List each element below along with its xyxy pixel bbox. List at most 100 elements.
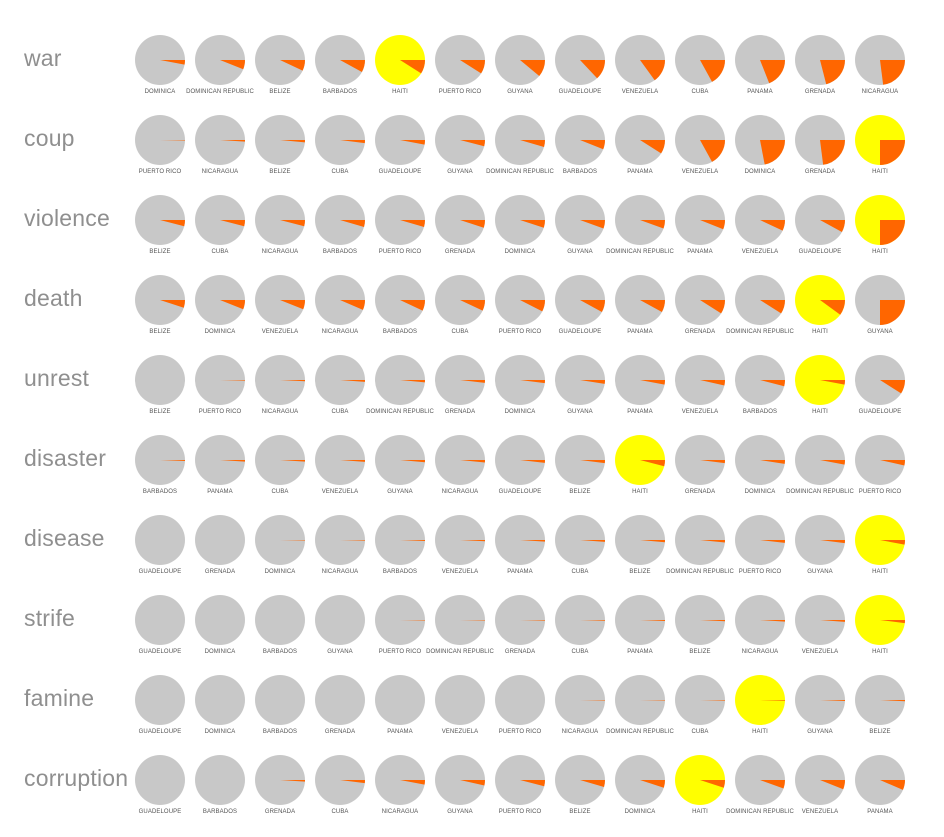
pie-cell: BELIZE: [550, 755, 610, 835]
pie-cell: VENEZUELA: [430, 515, 490, 595]
pie-cell: PANAMA: [610, 115, 670, 195]
pie-share-slice: [580, 60, 605, 79]
pie-cell: DOMINICA: [190, 675, 250, 755]
pie-cell: DOMINICAN REPUBLIC: [606, 675, 674, 755]
pie-cell: DOMINICAN REPUBLIC: [786, 435, 854, 515]
country-label: NICARAGUA: [861, 89, 899, 95]
pie-cell: GUYANA: [370, 435, 430, 515]
pie-chart: [255, 195, 305, 245]
country-label: BARBADOS: [382, 569, 418, 575]
country-label: HAITI: [872, 249, 888, 255]
row-strife: strife GUADELOUPE DOMINICA BARBADOS GUYANA PU…: [0, 595, 944, 675]
country-label: DOMINICAN REPUBLIC: [726, 329, 794, 335]
pie-chart: [135, 675, 185, 725]
pie-chart: [615, 275, 665, 325]
country-label: VENEZUELA: [801, 649, 839, 655]
country-label: DOMINICA: [624, 809, 656, 815]
pie-chart: [675, 195, 725, 245]
pie-share-slice: [340, 460, 365, 462]
country-label: GUYANA: [807, 729, 833, 735]
country-label: PANAMA: [627, 649, 653, 655]
country-label: PANAMA: [507, 569, 533, 575]
pie-share-slice: [220, 220, 245, 227]
pie-chart: [555, 195, 605, 245]
pie-cell: DOMINICA: [730, 115, 790, 195]
country-label: GUYANA: [807, 569, 833, 575]
pie-base-slice: [135, 595, 185, 645]
country-label: GRENADA: [684, 489, 716, 495]
pie-chart: [435, 275, 485, 325]
country-label: GUADELOUPE: [138, 809, 182, 815]
country-label: GUADELOUPE: [138, 649, 182, 655]
pie-cell: BARBADOS: [370, 275, 430, 355]
pie-share-slice: [760, 780, 785, 789]
pie-cell: NICARAGUA: [730, 595, 790, 675]
pie-chart: [675, 275, 725, 325]
pie-cell: DOMINICAN REPUBLIC: [726, 275, 794, 355]
pie-cell: PUERTO RICO: [370, 595, 430, 675]
pie-cell: GRENADA: [670, 275, 730, 355]
pie-share-slice: [280, 140, 305, 143]
row-term-label: disaster: [24, 445, 107, 471]
pie-cell: BELIZE: [130, 355, 190, 435]
country-label: BELIZE: [629, 569, 651, 575]
row-term-label: coup: [24, 125, 75, 151]
pie-chart: [495, 595, 545, 645]
pie-chart: [615, 435, 665, 485]
pie-cell: GUADELOUPE: [790, 195, 850, 275]
country-label: GUYANA: [447, 809, 473, 815]
pie-share-slice: [760, 380, 785, 387]
country-label: VENEZUELA: [261, 329, 299, 335]
pie-chart: [855, 275, 905, 325]
pie-cell: BARBADOS: [130, 435, 190, 515]
pie-chart: [255, 595, 305, 645]
country-label: GRENADA: [804, 169, 836, 175]
country-label: GRENADA: [264, 809, 296, 815]
pie-chart: [795, 435, 845, 485]
pie-chart: [375, 595, 426, 645]
pie-cell: GUYANA: [550, 355, 610, 435]
pie-cell: BELIZE: [670, 595, 730, 675]
pie-cell: CUBA: [250, 435, 310, 515]
pie-chart: [735, 115, 785, 165]
pie-share-slice: [520, 620, 545, 621]
country-label: HAITI: [632, 489, 648, 495]
country-label: NICARAGUA: [321, 329, 359, 335]
pie-cell: BARBADOS: [250, 595, 310, 675]
pie-chart: [855, 35, 905, 85]
country-label: DOMINICAN REPUBLIC: [606, 249, 674, 255]
pie-chart: [495, 755, 545, 805]
pie-share-slice: [400, 300, 425, 311]
country-label: DOMINICA: [744, 169, 776, 175]
country-label: NICARAGUA: [321, 569, 359, 575]
pie-cell: PUERTO RICO: [430, 35, 490, 115]
pie-chart: [195, 275, 245, 325]
pie-chart: [135, 35, 185, 85]
pie-cell: GUADELOUPE: [550, 275, 610, 355]
country-label: PANAMA: [207, 489, 233, 495]
pie-share-slice: [640, 300, 665, 313]
pie-share-slice: [460, 140, 485, 147]
pie-chart: [615, 755, 665, 805]
country-label: NICARAGUA: [261, 249, 299, 255]
pie-share-slice: [580, 140, 605, 150]
pie-cell: PANAMA: [490, 515, 550, 595]
pie-share-slice: [160, 60, 185, 65]
pie-cell: BELIZE: [250, 115, 310, 195]
country-label: GRENADA: [324, 729, 356, 735]
pie-chart: [255, 35, 305, 85]
pie-share-slice: [820, 300, 845, 315]
pie-share-slice: [880, 620, 905, 624]
pie-chart: [555, 675, 606, 725]
pie-share-slice: [280, 780, 305, 782]
pie-chart: [795, 275, 845, 325]
pie-share-slice: [400, 780, 425, 785]
pie-share-slice: [640, 540, 665, 543]
pie-cell: BELIZE: [550, 435, 610, 515]
country-label: PUERTO RICO: [498, 329, 542, 335]
pie-chart: [855, 435, 905, 485]
pie-chart: [555, 115, 605, 165]
country-label: PUERTO RICO: [738, 569, 782, 575]
pie-chart: [675, 435, 725, 485]
